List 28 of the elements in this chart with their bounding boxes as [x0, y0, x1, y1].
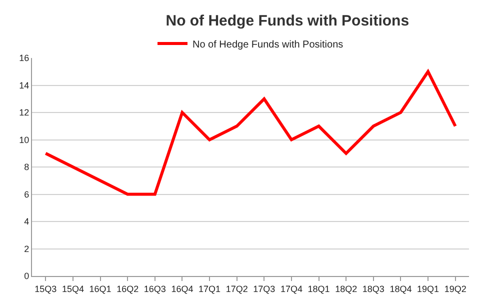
x-tick-label: 17Q3 — [253, 284, 276, 294]
line-series — [44, 70, 457, 196]
y-tick-label: 8 — [24, 162, 30, 172]
x-tick-label: 19Q1 — [417, 284, 440, 294]
x-tick-label: 18Q2 — [335, 284, 358, 294]
x-tick-label: 16Q2 — [116, 284, 139, 294]
y-tick-label: 6 — [24, 189, 30, 200]
legend-label: No of Hedge Funds with Positions — [192, 39, 344, 50]
y-tick-label: 4 — [24, 216, 30, 227]
x-tick-label: 18Q1 — [308, 284, 330, 294]
y-tick-label: 0 — [24, 271, 30, 282]
y-tick-label: 2 — [24, 244, 30, 254]
x-tick-label: 18Q3 — [362, 284, 384, 294]
x-tick-label: 16Q4 — [171, 284, 194, 294]
x-tick-label: 17Q1 — [198, 284, 221, 294]
y-tick-label: 10 — [19, 134, 30, 145]
y-tick-label: 16 — [19, 53, 30, 64]
x-tick-label: 16Q1 — [89, 284, 112, 294]
x-tick-label: 16Q3 — [144, 284, 166, 294]
y-tick-label: 12 — [19, 108, 30, 118]
x-tick-label: 15Q3 — [34, 284, 57, 294]
x-tick-label: 18Q4 — [390, 284, 412, 294]
x-tick-label: 15Q4 — [62, 284, 84, 294]
chart-title: No of Hedge Funds with Positions — [166, 12, 410, 30]
x-tick-label: 17Q4 — [280, 284, 302, 294]
x-tick-label: 19Q2 — [444, 284, 466, 294]
x-tick-label: 17Q2 — [226, 284, 248, 294]
y-tick-label: 14 — [19, 80, 30, 90]
